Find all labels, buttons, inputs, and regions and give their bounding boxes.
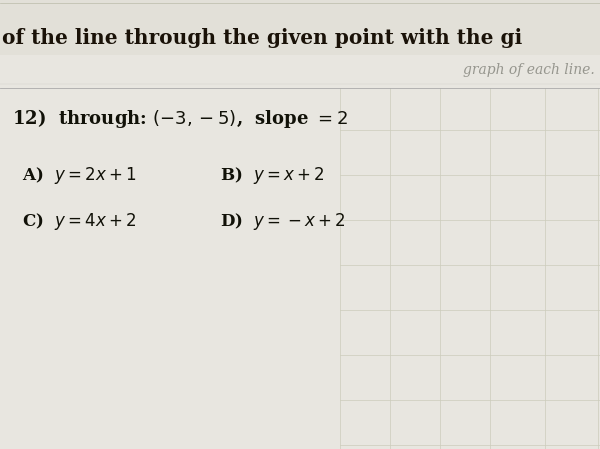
Text: A)  $y = 2x + 1$: A) $y = 2x + 1$ [22, 164, 137, 185]
Text: graph of each line.: graph of each line. [463, 63, 595, 77]
Text: B)  $y = x + 2$: B) $y = x + 2$ [220, 164, 325, 185]
Text: 12)  through: $(-3, -5)$,  slope $= 2$: 12) through: $(-3, -5)$, slope $= 2$ [12, 106, 348, 129]
Text: of the line through the given point with the gi: of the line through the given point with… [2, 28, 522, 48]
Text: D)  $y = -x + 2$: D) $y = -x + 2$ [220, 211, 346, 233]
FancyBboxPatch shape [0, 0, 600, 55]
Text: C)  $y = 4x + 2$: C) $y = 4x + 2$ [22, 211, 137, 233]
